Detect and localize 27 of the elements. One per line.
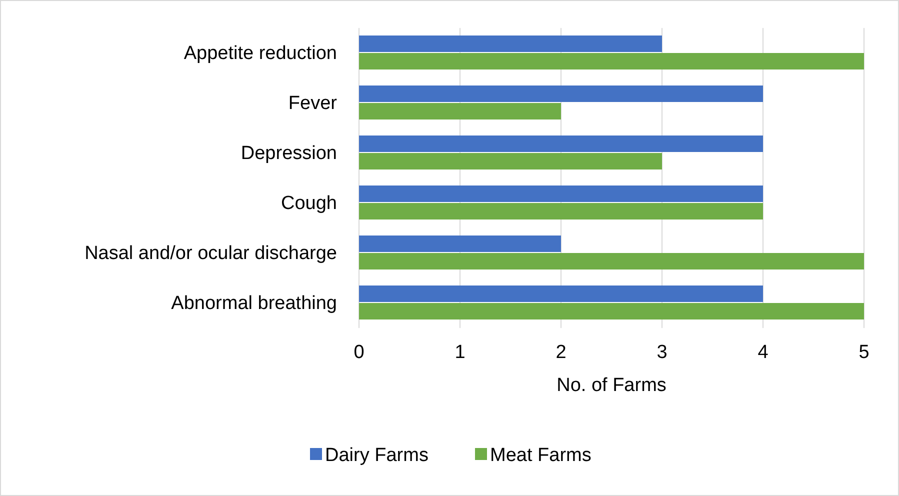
legend-label: Dairy Farms xyxy=(325,445,428,466)
bar xyxy=(359,186,763,202)
x-tick-label: 3 xyxy=(656,342,668,363)
x-tick-label: 2 xyxy=(556,342,566,363)
bar xyxy=(359,203,763,220)
y-tick-label: Abnormal breathing xyxy=(171,293,337,314)
y-tick-label: Fever xyxy=(288,93,338,114)
legend-label: Meat Farms xyxy=(490,445,592,466)
x-tick-label: 5 xyxy=(858,342,870,363)
bar xyxy=(359,253,864,270)
bar xyxy=(359,53,864,70)
bar xyxy=(359,36,662,52)
bar xyxy=(359,153,662,170)
bar xyxy=(359,303,864,320)
x-axis-title: No. of Farms xyxy=(556,375,666,396)
y-tick-label: Nasal and/or ocular discharge xyxy=(84,243,337,264)
bar xyxy=(359,103,561,120)
x-tick-label: 4 xyxy=(758,342,769,363)
y-tick-label: Appetite reduction xyxy=(184,43,337,64)
bar xyxy=(359,136,763,152)
bar xyxy=(359,286,763,302)
x-tick-label: 0 xyxy=(354,342,364,363)
y-tick-label: Cough xyxy=(281,193,337,214)
x-tick-label: 1 xyxy=(454,342,466,363)
bar xyxy=(359,236,561,252)
bar xyxy=(359,86,763,102)
y-tick-label: Depression xyxy=(240,143,337,164)
